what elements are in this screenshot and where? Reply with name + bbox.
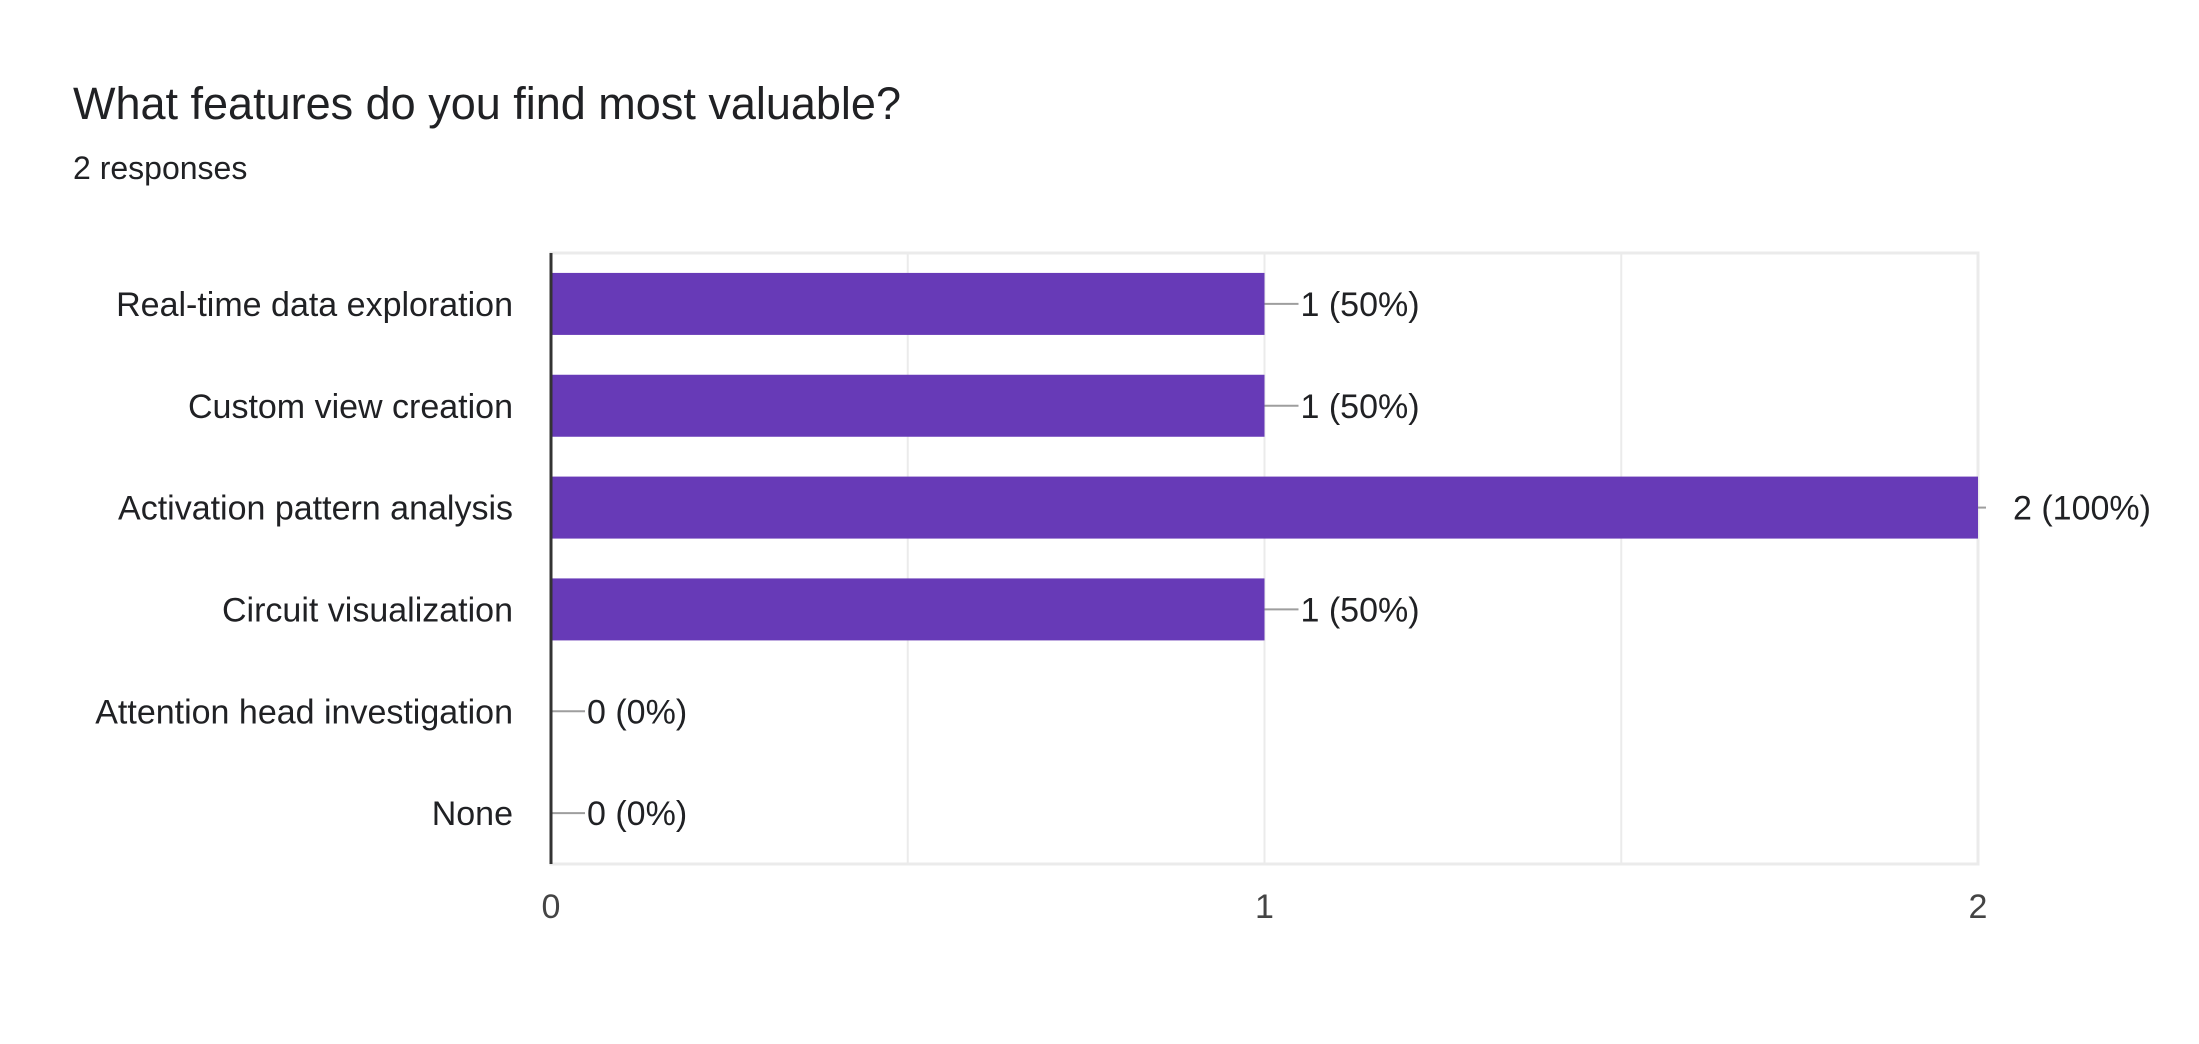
- x-tick-label-1: 1: [1255, 888, 1274, 926]
- question-title: What features do you find most valuable?: [73, 78, 901, 129]
- category-label-3: Activation pattern analysis: [118, 490, 513, 528]
- category-label-1: Real-time data exploration: [116, 286, 513, 324]
- data-label-3: 2 (100%): [2013, 490, 2151, 528]
- response-count: 2 responses: [73, 150, 248, 186]
- data-label-2: 1 (50%): [1301, 388, 1420, 426]
- category-label-5: Attention head investigation: [95, 693, 513, 731]
- data-label-6: 0 (0%): [587, 795, 687, 833]
- x-tick-label-2: 2: [1969, 888, 1988, 926]
- bar-2: [551, 374, 1265, 437]
- bar-4: [551, 578, 1265, 641]
- data-label-5: 0 (0%): [587, 693, 687, 731]
- x-tick-label-0: 0: [542, 888, 561, 926]
- bar-1: [551, 272, 1265, 335]
- bar-3: [551, 476, 1978, 539]
- category-label-2: Custom view creation: [188, 388, 513, 426]
- data-label-4: 1 (50%): [1301, 591, 1420, 629]
- data-label-1: 1 (50%): [1301, 286, 1420, 324]
- category-label-6: None: [432, 795, 513, 833]
- category-label-4: Circuit visualization: [222, 591, 513, 629]
